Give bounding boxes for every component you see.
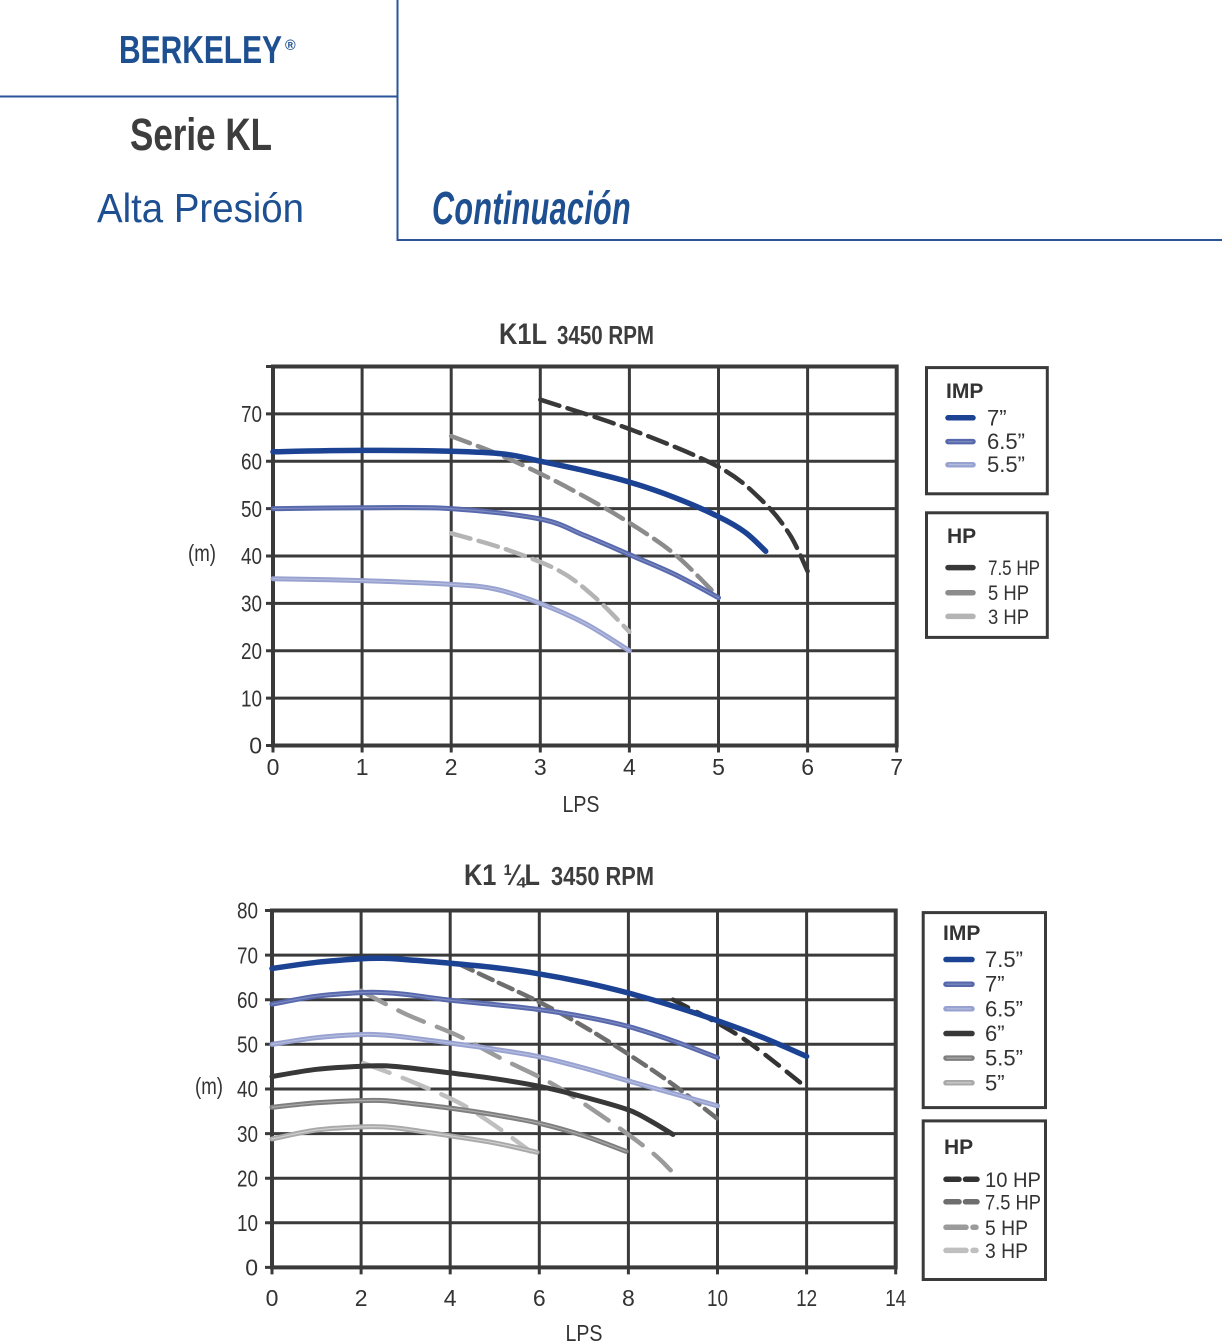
svg-text:6”: 6” <box>985 1021 1005 1046</box>
svg-text:10: 10 <box>237 1210 258 1236</box>
svg-text:7.5 HP: 7.5 HP <box>985 1191 1041 1214</box>
svg-text:20: 20 <box>241 638 262 664</box>
svg-text:Continuación: Continuación <box>432 182 631 234</box>
svg-text:5.5”: 5.5” <box>987 452 1025 477</box>
svg-text:50: 50 <box>241 496 262 522</box>
svg-text:60: 60 <box>237 987 258 1013</box>
svg-text:0: 0 <box>267 754 280 780</box>
svg-text:30: 30 <box>237 1121 258 1147</box>
svg-text:40: 40 <box>241 543 262 569</box>
svg-text:80: 80 <box>237 898 258 924</box>
svg-text:BERKELEY: BERKELEY <box>119 29 282 72</box>
svg-text:7”: 7” <box>985 972 1005 997</box>
svg-text:®: ® <box>285 38 296 54</box>
svg-text:8: 8 <box>622 1285 635 1311</box>
svg-text:(m): (m) <box>195 1073 223 1099</box>
svg-text:IMP: IMP <box>946 380 983 403</box>
svg-text:5: 5 <box>712 754 725 780</box>
svg-text:4: 4 <box>444 1285 457 1311</box>
svg-text:6.5”: 6.5” <box>985 996 1023 1021</box>
svg-text:12: 12 <box>796 1285 817 1311</box>
svg-text:7.5 HP: 7.5 HP <box>988 557 1040 580</box>
svg-text:6.5”: 6.5” <box>987 429 1025 454</box>
svg-text:5 HP: 5 HP <box>988 582 1029 605</box>
svg-text:K1L: K1L <box>499 318 547 351</box>
svg-text:3450 RPM: 3450 RPM <box>551 861 654 891</box>
svg-text:2: 2 <box>355 1285 368 1311</box>
svg-text:30: 30 <box>241 591 262 617</box>
svg-text:7.5”: 7.5” <box>985 947 1023 972</box>
svg-text:HP: HP <box>944 1136 973 1159</box>
svg-text:50: 50 <box>237 1032 258 1058</box>
svg-text:40: 40 <box>237 1076 258 1102</box>
svg-text:6: 6 <box>801 754 814 780</box>
svg-text:70: 70 <box>241 401 262 427</box>
svg-text:Alta Presión: Alta Presión <box>97 185 304 231</box>
svg-text:LPS: LPS <box>566 1320 603 1344</box>
svg-text:0: 0 <box>249 733 262 759</box>
svg-text:10: 10 <box>241 685 262 711</box>
svg-text:3450 RPM: 3450 RPM <box>557 320 654 350</box>
svg-text:2: 2 <box>445 754 458 780</box>
svg-text:7”: 7” <box>987 405 1007 430</box>
svg-text:20: 20 <box>237 1165 258 1191</box>
svg-text:IMP: IMP <box>943 922 980 945</box>
svg-text:10: 10 <box>707 1285 728 1311</box>
svg-text:K1 ¼L: K1 ¼L <box>464 859 540 892</box>
svg-text:5 HP: 5 HP <box>985 1217 1028 1240</box>
svg-text:3 HP: 3 HP <box>985 1240 1028 1263</box>
svg-text:7: 7 <box>890 754 903 780</box>
svg-text:60: 60 <box>241 448 262 474</box>
svg-text:6: 6 <box>533 1285 546 1311</box>
svg-text:1: 1 <box>356 754 369 780</box>
svg-text:10 HP: 10 HP <box>985 1169 1041 1192</box>
svg-text:5.5”: 5.5” <box>985 1046 1023 1071</box>
svg-text:LPS: LPS <box>563 791 600 817</box>
svg-text:0: 0 <box>245 1255 258 1281</box>
svg-text:5”: 5” <box>985 1070 1005 1095</box>
svg-text:0: 0 <box>266 1285 279 1311</box>
svg-text:(m): (m) <box>188 540 216 566</box>
svg-text:3: 3 <box>534 754 547 780</box>
svg-text:HP: HP <box>947 525 976 548</box>
svg-text:3 HP: 3 HP <box>988 606 1029 629</box>
svg-text:14: 14 <box>885 1285 906 1311</box>
svg-text:Serie KL: Serie KL <box>130 109 272 160</box>
svg-text:4: 4 <box>623 754 636 780</box>
svg-text:70: 70 <box>237 942 258 968</box>
